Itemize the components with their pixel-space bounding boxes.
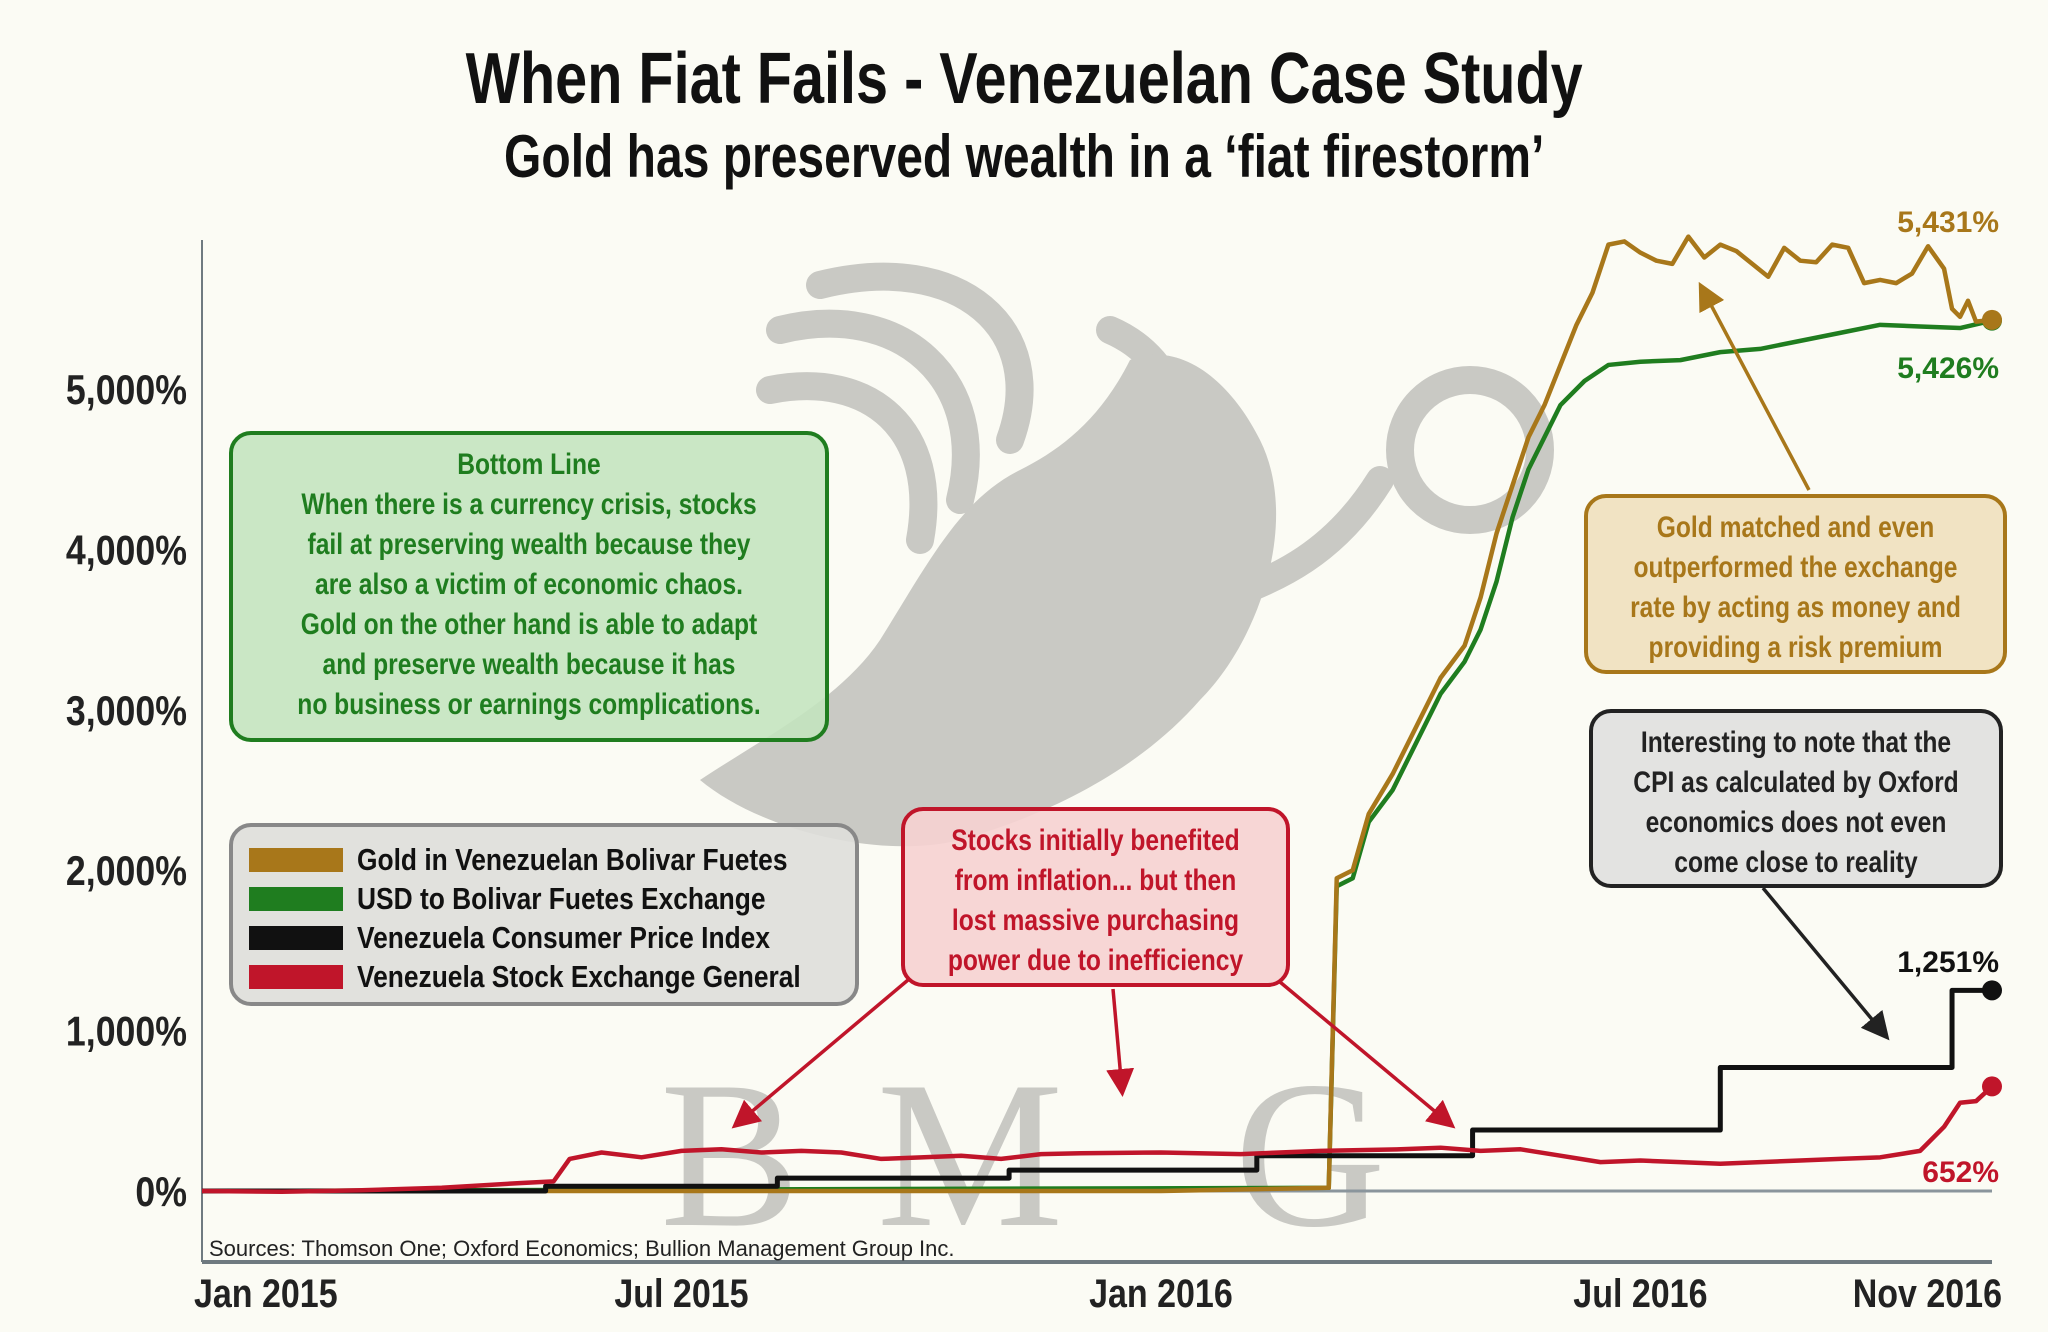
note-text: Interesting to note that the <box>1640 726 1952 759</box>
bottom-line-text: no business or earnings complications. <box>297 688 761 721</box>
cpi-arrow <box>1761 886 1890 1041</box>
annotation-arrows <box>731 281 1890 1129</box>
stocks-arrow-1 <box>731 978 910 1129</box>
note-text: rate by acting as money and <box>1630 591 1961 624</box>
stocks-arrow-3 <box>1278 980 1456 1129</box>
x-tick-label: Jan 2016 <box>1089 1270 1233 1315</box>
svg-text:B: B <box>660 1039 800 1271</box>
chart-title: When Fiat Fails - Venezuelan Case Study <box>0 38 2048 120</box>
y-tick-label: 3,000% <box>66 688 187 734</box>
legend-item-stock: Venezuela Stock Exchange General <box>249 959 879 994</box>
y-tick-label: 0% <box>135 1169 187 1215</box>
note-text: providing a risk premium <box>1648 631 1943 664</box>
bottom-line-text: are also a victim of economic chaos. <box>315 568 743 601</box>
bottom-line-text: Gold on the other hand is able to adapt <box>300 608 758 641</box>
legend: Gold in Venezuelan Bolivar Fuetes USD to… <box>229 823 859 1006</box>
end-label-usd: 5,426% <box>1897 352 1999 385</box>
x-tick-label: Jul 2016 <box>1573 1270 1707 1315</box>
chart-subtitle: Gold has preserved wealth in a ‘fiat fir… <box>0 122 2048 191</box>
chart-title-text: When Fiat Fails - Venezuelan Case Study <box>465 39 1583 119</box>
legend-item-usd: USD to Bolivar Fuetes Exchange <box>249 881 838 916</box>
stocks-note-box: Stocks initially benefited from inflatio… <box>901 807 1290 987</box>
legend-label: Venezuela Stock Exchange General <box>357 959 801 994</box>
note-text: CPI as calculated by Oxford <box>1633 766 1959 799</box>
bottom-line-heading: Bottom Line <box>457 448 601 481</box>
legend-swatch <box>249 887 343 911</box>
legend-swatch <box>249 965 343 989</box>
y-tick-label: 5,000% <box>66 367 187 413</box>
note-text: lost massive purchasing <box>951 904 1240 937</box>
series-line-gold <box>202 234 1993 1194</box>
note-text: outperformed the exchange <box>1633 551 1958 584</box>
end-label-gold: 5,431% <box>1897 206 1999 239</box>
end-label-stock: 652% <box>1922 1156 1999 1189</box>
y-tick-label: 4,000% <box>66 528 187 574</box>
cpi-note-box: Interesting to note that the CPI as calc… <box>1589 709 2003 888</box>
legend-item-gold: Gold in Venezuelan Bolivar Fuetes <box>249 842 863 877</box>
series-line-cpi <box>202 987 1992 1194</box>
sources-note: Sources: Thomson One; Oxford Economics; … <box>209 1236 955 1261</box>
note-text: economics does not even <box>1645 806 1947 839</box>
gold-note-box: Gold matched and even outperformed the e… <box>1584 494 2007 674</box>
note-text: Gold matched and even <box>1656 511 1935 544</box>
note-text: from inflation... but then <box>954 864 1237 897</box>
x-tick-label: Jul 2015 <box>614 1270 748 1315</box>
legend-swatch <box>249 848 343 872</box>
legend-swatch <box>249 926 343 950</box>
legend-label: Venezuela Consumer Price Index <box>357 920 770 955</box>
end-marker-stock <box>1982 1076 2002 1097</box>
bottom-line-text: When there is a currency crisis, stocks <box>301 488 757 521</box>
end-label-cpi: 1,251% <box>1897 946 1999 979</box>
note-text: come close to reality <box>1674 846 1918 879</box>
bottom-line-text: fail at preserving wealth because they <box>307 528 751 561</box>
series-line-usd <box>201 318 1993 1194</box>
bottom-line-box: Bottom Line When there is a currency cri… <box>229 431 829 742</box>
y-tick-label: 2,000% <box>66 849 187 895</box>
y-tick-label: 1,000% <box>66 1009 187 1055</box>
chart-subtitle-text: Gold has preserved wealth in a ‘fiat fir… <box>503 123 1545 190</box>
griffin-body <box>700 354 1277 847</box>
stocks-arrow-2 <box>1106 988 1135 1097</box>
legend-item-cpi: Venezuela Consumer Price Index <box>249 920 843 955</box>
legend-label: USD to Bolivar Fuetes Exchange <box>357 881 766 916</box>
x-tick-label: Jan 2015 <box>194 1270 338 1315</box>
bottom-line-text: and preserve wealth because it has <box>322 648 736 681</box>
x-tick-label: Nov 2016 <box>1853 1270 2002 1315</box>
legend-label: Gold in Venezuelan Bolivar Fuetes <box>357 842 788 877</box>
series-line-stock <box>201 1084 1994 1195</box>
gold-arrow <box>1698 281 1811 491</box>
end-marker-gold <box>1982 309 2002 330</box>
end-marker-cpi <box>1982 980 2002 1001</box>
note-text: power due to inefficiency <box>947 944 1244 977</box>
note-text: Stocks initially benefited <box>951 824 1240 857</box>
